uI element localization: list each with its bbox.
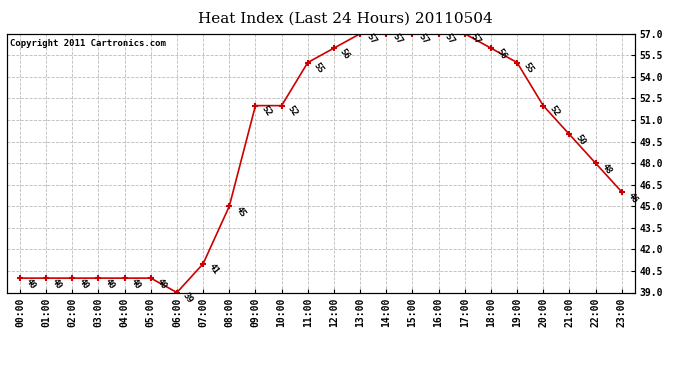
- Text: Copyright 2011 Cartronics.com: Copyright 2011 Cartronics.com: [10, 39, 166, 48]
- Text: 50: 50: [573, 133, 587, 147]
- Text: 57: 57: [364, 32, 378, 46]
- Text: 56: 56: [338, 47, 352, 61]
- Text: 57: 57: [443, 32, 456, 46]
- Text: 57: 57: [417, 32, 430, 46]
- Text: 45: 45: [233, 205, 247, 219]
- Text: 41: 41: [207, 262, 221, 276]
- Text: 52: 52: [547, 104, 561, 118]
- Text: 48: 48: [600, 162, 613, 176]
- Text: 46: 46: [626, 190, 640, 204]
- Text: Heat Index (Last 24 Hours) 20110504: Heat Index (Last 24 Hours) 20110504: [197, 11, 493, 25]
- Text: 40: 40: [103, 277, 116, 291]
- Text: 40: 40: [77, 277, 90, 291]
- Text: 52: 52: [286, 104, 299, 118]
- Text: 52: 52: [259, 104, 273, 118]
- Text: 40: 40: [50, 277, 64, 291]
- Text: 40: 40: [129, 277, 142, 291]
- Text: 57: 57: [469, 32, 482, 46]
- Text: 40: 40: [155, 277, 168, 291]
- Text: 55: 55: [521, 61, 535, 75]
- Text: 55: 55: [312, 61, 326, 75]
- Text: 57: 57: [391, 32, 404, 46]
- Text: 40: 40: [24, 277, 38, 291]
- Text: 56: 56: [495, 47, 509, 61]
- Text: 39: 39: [181, 291, 195, 305]
